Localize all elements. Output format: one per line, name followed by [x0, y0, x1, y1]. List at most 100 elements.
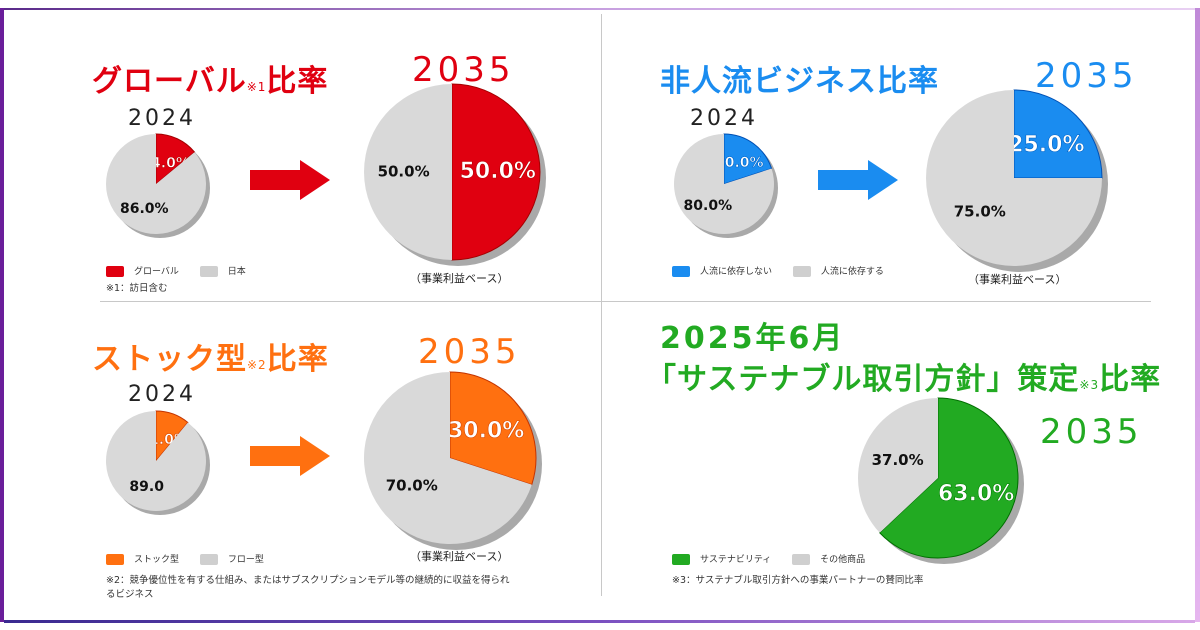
pie-label-other: 89.0	[129, 479, 164, 495]
pie-slice-highlight	[156, 411, 188, 461]
legend-label: サステナビリティ	[700, 555, 772, 565]
nonflow-pie-2024: 20.0% 80.0%	[674, 133, 778, 238]
pie-label-highlight: 20.0%	[715, 155, 764, 171]
legend-swatch	[106, 266, 124, 277]
sustainable-title-note: ※3	[1079, 378, 1100, 392]
global-title-suffix: 比率	[266, 64, 329, 99]
nonflow-year-2035: 2035	[1035, 56, 1138, 96]
stock-note-line1: ※2：競争優位性を有する仕組み、またはサブスクリプションモデル等の継続的に収益を…	[106, 575, 510, 586]
legend-label: フロー型	[227, 555, 264, 565]
legend-swatch	[199, 266, 218, 277]
legend-label: 人流に依存する	[820, 267, 884, 277]
sustainable-title-line1: 2025年6月	[660, 321, 846, 356]
pie-slice-highlight	[450, 372, 536, 485]
pie-label-other: 37.0%	[872, 451, 924, 469]
stock-note-line2: るビジネス	[106, 589, 154, 600]
legend-swatch	[792, 554, 811, 565]
global-title-note: ※1	[246, 80, 267, 94]
stock-legend: ストック型 フロー型	[106, 552, 282, 565]
pie-slice-highlight	[1014, 90, 1102, 178]
sustainable-pie-2035: 63.0% 37.0%	[858, 397, 1024, 564]
pie-label-other: 75.0%	[954, 203, 1006, 221]
legend-label: ストック型	[134, 555, 180, 565]
legend-label: グローバル	[134, 267, 179, 277]
legend-item-global: グローバル	[106, 264, 179, 277]
nonflow-legend: 人流に依存しない 人流に依存する	[672, 264, 902, 277]
nonflow-year-2024: 2024	[690, 106, 758, 131]
legend-item-japan: 日本	[199, 264, 246, 277]
global-pie-2035: 50.0% 50.0%	[364, 83, 546, 266]
pie-slice-edge	[723, 133, 773, 185]
nonflow-title: 非人流ビジネス比率	[660, 64, 939, 99]
global-basis: （事業利益ベース）	[410, 272, 509, 285]
global-note: ※1：訪日含む	[106, 283, 168, 294]
pie-slice-highlight	[156, 134, 195, 184]
pie-slice-edge	[155, 410, 189, 463]
divider-horizontal	[100, 301, 1151, 302]
pie-label-other: 70.0%	[386, 476, 438, 494]
legend-item-sustainability: サステナビリティ	[672, 552, 771, 565]
nonflow-arrow-icon	[818, 160, 898, 200]
pie-slice-other	[106, 134, 206, 234]
legend-swatch	[106, 554, 124, 565]
pie-slice-highlight	[879, 398, 1018, 558]
pie-slice-edge	[155, 133, 196, 186]
legend-item-dependent: 人流に依存する	[792, 264, 884, 277]
frame-left	[0, 8, 4, 622]
pie-slice-other	[674, 134, 774, 234]
legend-swatch	[199, 554, 218, 565]
stock-arrow-icon	[250, 436, 330, 476]
pie-label-highlight: 30.0%	[448, 419, 524, 444]
pie-slice-other	[364, 372, 532, 544]
sustainable-note: ※3：サステナブル取引方針への事業パートナーの賛同比率	[672, 575, 924, 586]
legend-label: 日本	[227, 267, 246, 277]
pie-slice-edge	[449, 371, 537, 486]
pie-label-highlight: 50.0%	[460, 159, 536, 184]
stock-year-2035: 2035	[418, 332, 521, 372]
pie-slice-edge	[451, 83, 541, 261]
frame-top	[4, 8, 1195, 10]
sustainable-title-suffix: 比率	[1099, 362, 1162, 397]
global-year-2035: 2035	[412, 50, 515, 90]
legend-swatch	[792, 266, 811, 277]
pie-slice-highlight	[452, 84, 540, 260]
pie-slice-edge	[1013, 89, 1103, 179]
legend-item-flow: フロー型	[199, 552, 264, 565]
divider-vertical	[601, 14, 602, 596]
global-title: グローバル※1比率	[92, 56, 328, 100]
pie-slice-other	[364, 84, 452, 260]
global-arrow-icon	[250, 160, 330, 200]
legend-label: その他商品	[820, 555, 866, 565]
global-year-2024: 2024	[128, 106, 196, 131]
legend-item-independent: 人流に依存しない	[672, 264, 772, 277]
pie-slice-highlight	[724, 134, 772, 184]
global-title-text: グローバル	[92, 64, 247, 99]
global-legend: グローバル 日本	[106, 264, 264, 277]
frame-right	[1195, 8, 1200, 622]
stock-title-note: ※2	[247, 358, 267, 372]
pie-label-other: 50.0%	[378, 163, 430, 181]
legend-label: 人流に依存しない	[700, 267, 773, 277]
stock-note: ※2：競争優位性を有する仕組み、またはサブスクリプションモデル等の継続的に収益を…	[106, 574, 510, 602]
pie-label-other: 80.0%	[684, 198, 733, 214]
sustainable-legend: サステナビリティ その他商品	[672, 552, 883, 565]
global-pie-2024: 14.0%86.0%	[106, 133, 210, 238]
legend-item-other: その他商品	[792, 552, 865, 565]
sustainable-title-text: 「サステナブル取引方針」策定	[646, 362, 1080, 397]
stock-pie-2024: 11.0%89.0	[105, 410, 210, 515]
pie-slice-other	[858, 398, 938, 533]
legend-swatch	[672, 266, 690, 277]
stock-title-suffix: 比率	[266, 342, 329, 377]
stock-title-text: ストック型	[92, 342, 247, 377]
sustainable-year-2035: 2035	[1040, 412, 1143, 452]
legend-swatch	[672, 554, 690, 565]
stock-title: ストック型※2比率	[92, 334, 329, 378]
pie-slice-other	[926, 90, 1102, 266]
nonflow-basis: （事業利益ベース）	[968, 273, 1067, 286]
stock-year-2024: 2024	[128, 382, 196, 407]
pie-slice-edge	[878, 397, 1019, 559]
pie-label-highlight: 63.0%	[938, 482, 1014, 507]
pie-label-highlight: 25.0%	[1008, 133, 1084, 158]
frame-bottom	[4, 620, 1195, 623]
